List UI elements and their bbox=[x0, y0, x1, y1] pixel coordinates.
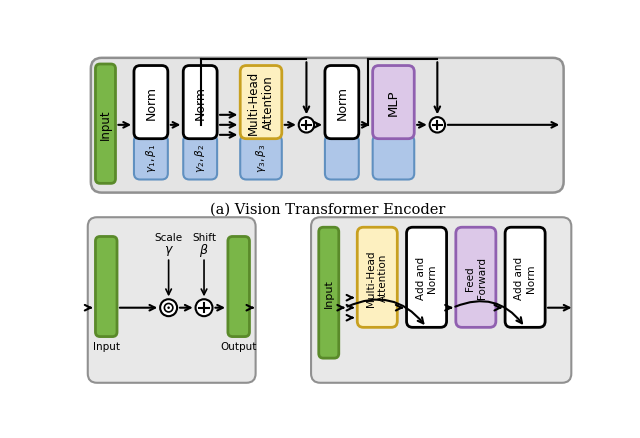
Text: Add and
Norm: Add and Norm bbox=[416, 256, 437, 299]
Text: $\gamma_2,\beta_2$: $\gamma_2,\beta_2$ bbox=[193, 143, 207, 172]
FancyBboxPatch shape bbox=[240, 67, 282, 139]
Text: Input: Input bbox=[93, 341, 120, 351]
Text: $\gamma_3,\beta_3$: $\gamma_3,\beta_3$ bbox=[254, 143, 268, 172]
FancyBboxPatch shape bbox=[456, 228, 496, 328]
FancyBboxPatch shape bbox=[95, 237, 117, 337]
FancyBboxPatch shape bbox=[183, 67, 217, 139]
FancyBboxPatch shape bbox=[183, 135, 217, 180]
FancyBboxPatch shape bbox=[88, 218, 255, 383]
Text: $\beta$: $\beta$ bbox=[199, 241, 209, 258]
Circle shape bbox=[196, 300, 212, 316]
Text: Add and
Norm: Add and Norm bbox=[515, 256, 536, 299]
Circle shape bbox=[160, 300, 177, 316]
Text: MLP: MLP bbox=[387, 90, 400, 116]
FancyBboxPatch shape bbox=[372, 67, 414, 139]
FancyBboxPatch shape bbox=[134, 135, 168, 180]
Text: Norm: Norm bbox=[145, 86, 157, 120]
Text: Norm: Norm bbox=[194, 86, 207, 120]
Text: Input: Input bbox=[99, 109, 112, 140]
Text: $\gamma$: $\gamma$ bbox=[164, 243, 173, 257]
Circle shape bbox=[299, 118, 314, 133]
Text: (a) Vision Transformer Encoder: (a) Vision Transformer Encoder bbox=[211, 202, 445, 216]
FancyBboxPatch shape bbox=[325, 67, 359, 139]
Circle shape bbox=[167, 307, 170, 309]
FancyBboxPatch shape bbox=[91, 59, 564, 193]
FancyBboxPatch shape bbox=[505, 228, 545, 328]
FancyBboxPatch shape bbox=[311, 218, 572, 383]
FancyBboxPatch shape bbox=[406, 228, 447, 328]
Text: Output: Output bbox=[221, 341, 257, 351]
Text: Feed
Forward: Feed Forward bbox=[465, 257, 486, 299]
FancyBboxPatch shape bbox=[95, 65, 115, 184]
Circle shape bbox=[429, 118, 445, 133]
FancyBboxPatch shape bbox=[319, 228, 339, 358]
Text: Shift: Shift bbox=[192, 233, 216, 243]
FancyBboxPatch shape bbox=[372, 135, 414, 180]
Text: Scale: Scale bbox=[154, 233, 182, 243]
FancyBboxPatch shape bbox=[325, 135, 359, 180]
Text: Norm: Norm bbox=[335, 86, 348, 120]
Text: $\gamma_1,\beta_1$: $\gamma_1,\beta_1$ bbox=[144, 143, 158, 172]
Text: Multi-Head
Attention: Multi-Head Attention bbox=[247, 71, 275, 135]
FancyBboxPatch shape bbox=[357, 228, 397, 328]
FancyBboxPatch shape bbox=[134, 67, 168, 139]
FancyBboxPatch shape bbox=[240, 135, 282, 180]
FancyBboxPatch shape bbox=[228, 237, 250, 337]
Text: Input: Input bbox=[324, 279, 334, 307]
Text: Multi-Head
Attention: Multi-Head Attention bbox=[367, 250, 388, 306]
